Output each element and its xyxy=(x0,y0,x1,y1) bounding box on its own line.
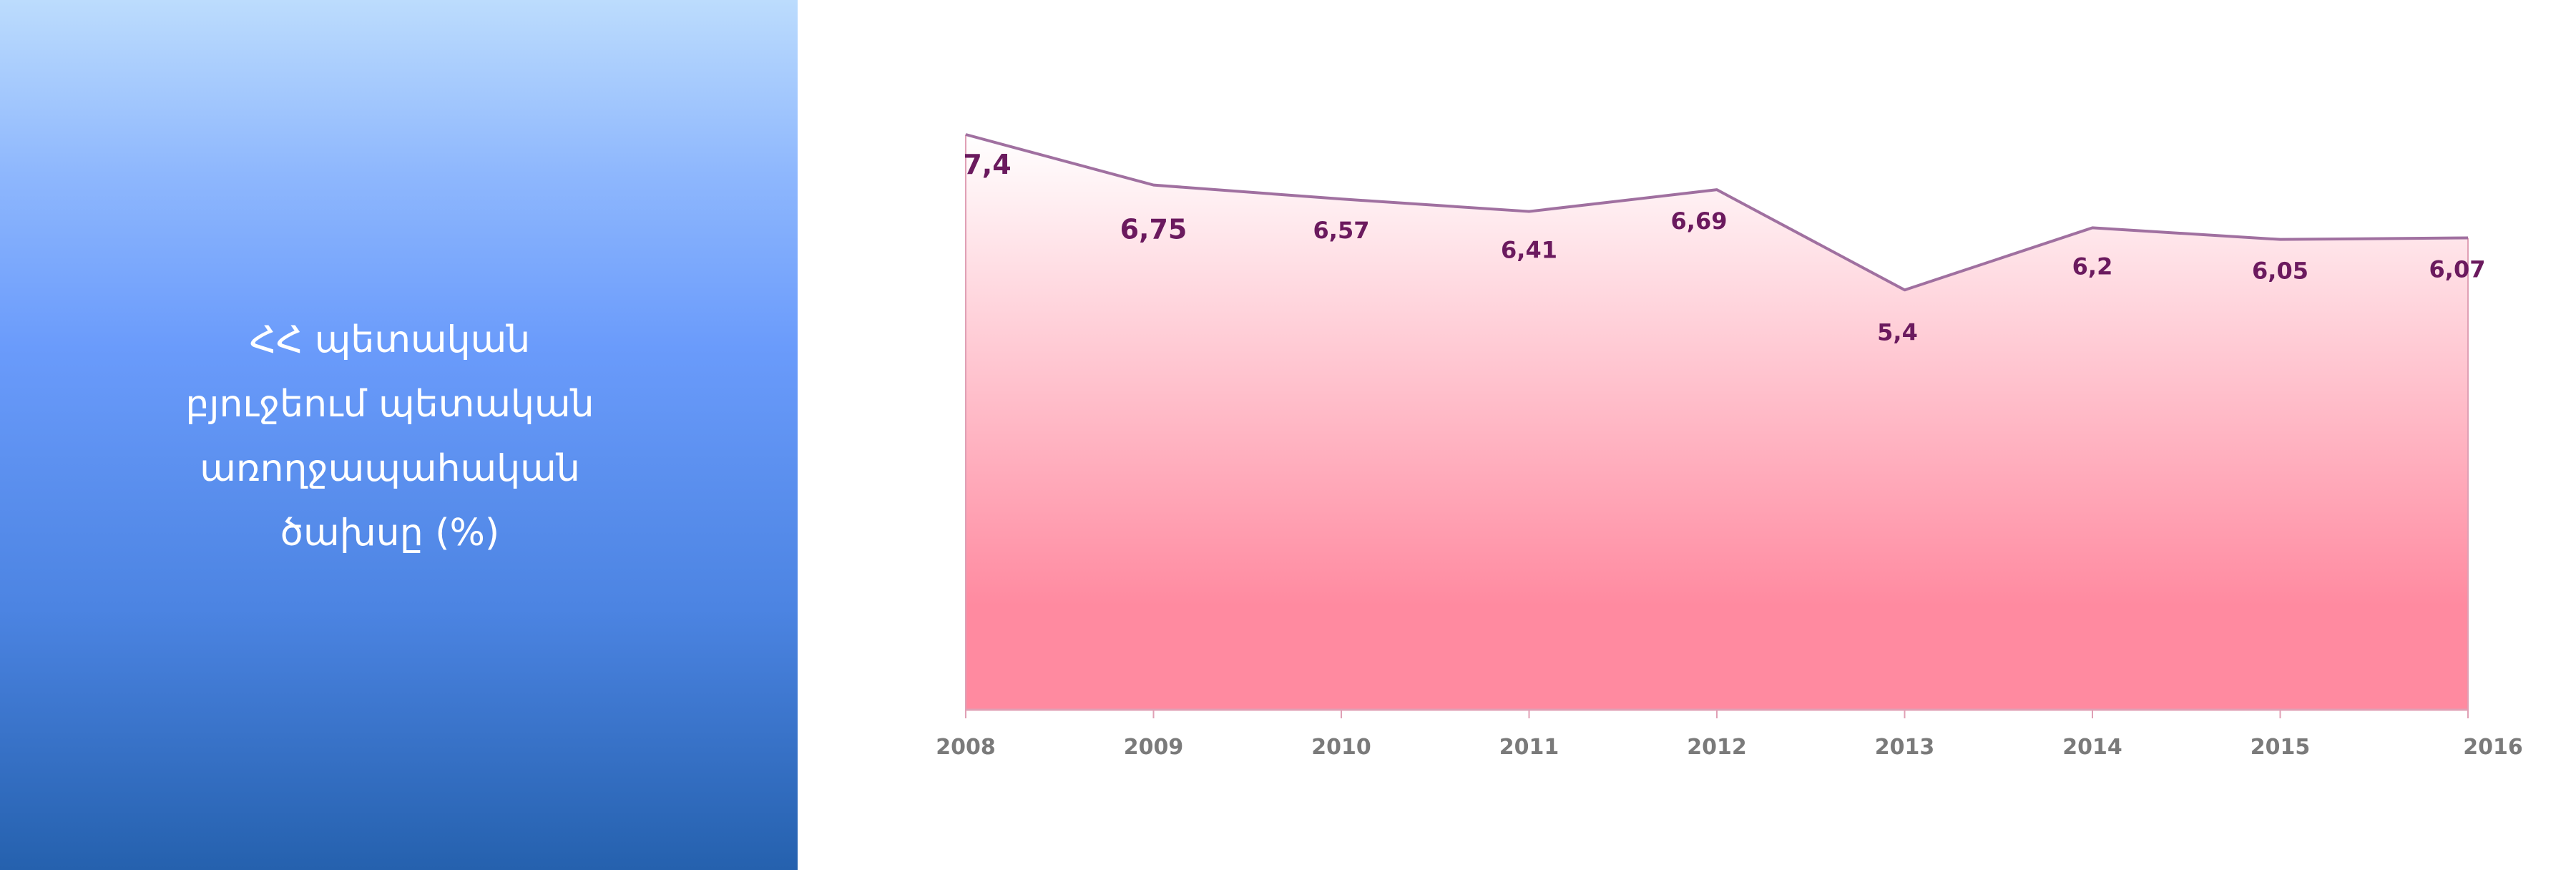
area-chart: 2008 7,4 2009 6,75 2010 6,57 2011 6,41 2012 6,69 2… xyxy=(936,133,2523,760)
chart-area: 2008 7,4 2009 6,75 2010 6,57 2011 6,41 2012 6,69 2… xyxy=(798,0,2576,870)
x-tick-label: 2009 xyxy=(1124,735,1184,760)
data-label: 6,05 xyxy=(2252,258,2308,285)
x-tick-label: 2016 xyxy=(2463,735,2523,760)
title-panel: ՀՀ պետական բյուջեում պետական առողջապահակ… xyxy=(0,0,798,870)
data-label: 6,57 xyxy=(1313,217,1370,244)
data-label: 6,07 xyxy=(2429,256,2486,283)
x-tick-label: 2011 xyxy=(1499,735,1559,760)
x-tick-label: 2015 xyxy=(2251,735,2311,760)
data-label: 6,69 xyxy=(1671,207,1728,235)
area-fill xyxy=(966,135,2468,710)
x-tick-label: 2008 xyxy=(936,735,996,760)
x-tick-label: 2014 xyxy=(2062,735,2122,760)
x-tick-label: 2010 xyxy=(1311,735,1371,760)
x-tick-label: 2013 xyxy=(1875,735,1935,760)
series-line xyxy=(965,133,2469,292)
data-label: 6,75 xyxy=(1120,214,1187,245)
chart-title: ՀՀ պետական բյուջեում պետական առողջապահակ… xyxy=(185,318,594,554)
data-label: 5,4 xyxy=(1877,318,1918,346)
x-tick-label: 2012 xyxy=(1687,735,1747,760)
data-label: 6,41 xyxy=(1501,237,1557,264)
data-label: 7,4 xyxy=(963,149,1011,180)
data-label: 6,2 xyxy=(2072,253,2113,280)
